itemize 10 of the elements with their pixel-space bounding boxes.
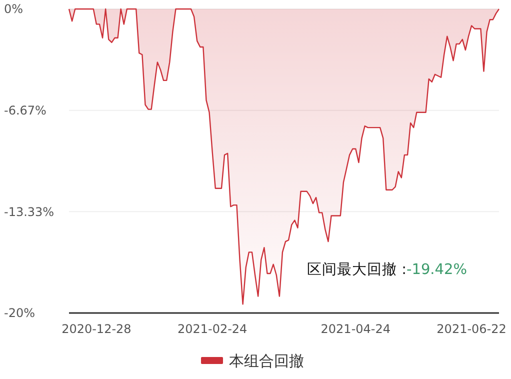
y-tick-label: -13.33% [4, 204, 54, 219]
legend-label: 本组合回撤 [229, 352, 304, 370]
annotation: 区间最大回撤 :-19.42% [307, 261, 468, 278]
x-tick-label: 2020-12-28 [62, 322, 132, 336]
y-tick-label: -20% [4, 306, 36, 320]
y-tick-label: -6.67% [4, 104, 46, 118]
x-tick-label: 2021-02-24 [177, 322, 248, 336]
x-tick-label: 2021-04-24 [320, 322, 391, 336]
x-tick-label: 2021-06-22 [436, 322, 506, 336]
y-tick-label: 0% [4, 2, 24, 16]
